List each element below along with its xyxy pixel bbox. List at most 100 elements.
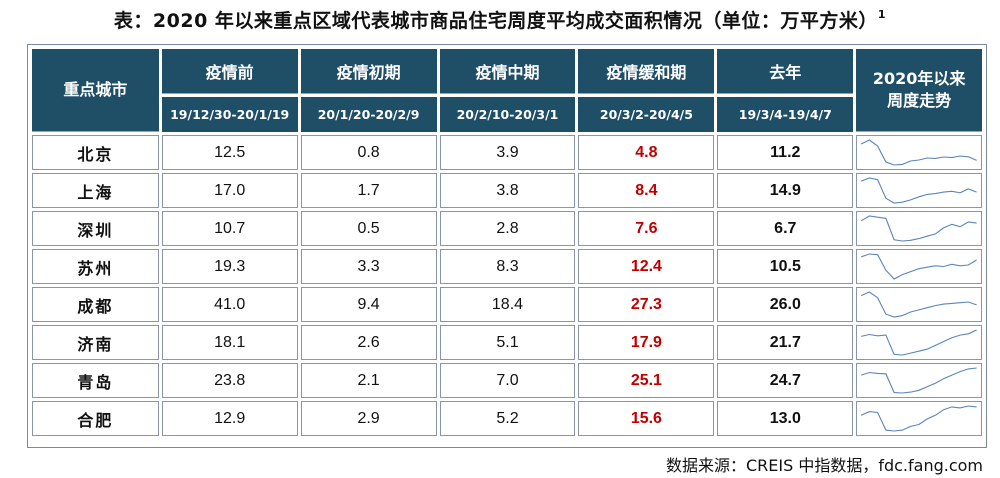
header-row-ranges: 19/12/30-20/1/19 20/1/20-20/2/9 20/2/10-… <box>32 97 982 132</box>
city-name: 深圳 <box>32 211 159 246</box>
header-period-range: 20/2/10-20/3/1 <box>439 97 576 132</box>
sparkline-trend-line <box>861 139 978 166</box>
trend-sparkline <box>856 363 982 398</box>
value-easing: 27.3 <box>578 287 715 322</box>
sparkline-trend-line <box>861 215 977 242</box>
value-pre-epidemic: 17.0 <box>161 173 298 208</box>
header-period-name: 疫情初期 <box>300 49 437 94</box>
value-last-year: 11.2 <box>717 135 854 170</box>
header-period-range: 19/12/30-20/1/19 <box>161 97 298 132</box>
sparkline-svg <box>861 139 978 166</box>
header-row-periods: 重点城市 疫情前 疫情初期 疫情中期 疫情缓和期 去年 2020年以来周度走势 <box>32 49 982 132</box>
sparkline-svg <box>861 291 978 318</box>
header-period-name: 疫情中期 <box>439 49 576 94</box>
header-period-range: 20/1/20-20/2/9 <box>300 97 437 132</box>
value-mid: 2.8 <box>439 211 576 246</box>
trend-sparkline <box>856 325 982 360</box>
value-last-year: 6.7 <box>717 211 854 246</box>
data-source-note: 数据来源：CREIS 中指数据，fdc.fang.com <box>665 456 983 475</box>
value-early: 1.7 <box>300 173 437 208</box>
value-last-year: 21.7 <box>717 325 854 360</box>
value-mid: 5.2 <box>439 401 576 436</box>
sparkline-svg <box>861 329 978 356</box>
sparkline-svg <box>861 253 978 280</box>
sparkline-trend-line <box>861 329 978 356</box>
value-easing: 12.4 <box>578 249 715 284</box>
sparkline-svg <box>861 405 977 432</box>
sparkline-trend-line <box>861 367 977 394</box>
title-footnote-marker: 1 <box>877 7 887 21</box>
city-name: 合肥 <box>32 401 159 436</box>
table-row: 青岛 23.8 2.1 7.0 25.1 24.7 <box>32 363 982 398</box>
value-pre-epidemic: 12.5 <box>161 135 298 170</box>
value-mid: 18.4 <box>439 287 576 322</box>
value-last-year: 26.0 <box>717 287 854 322</box>
header-period-name: 疫情缓和期 <box>578 49 715 94</box>
city-name: 北京 <box>32 135 159 170</box>
table-row: 北京 12.5 0.8 3.9 4.8 11.2 <box>32 135 982 170</box>
city-name: 成都 <box>32 287 159 322</box>
value-pre-epidemic: 18.1 <box>161 325 298 360</box>
table-row: 济南 18.1 2.6 5.1 17.9 21.7 <box>32 325 982 360</box>
header-period-range: 19/3/4-19/4/7 <box>717 97 854 132</box>
value-easing: 25.1 <box>578 363 715 398</box>
sparkline-trend-line <box>861 405 977 432</box>
value-early: 2.6 <box>300 325 437 360</box>
value-last-year: 13.0 <box>717 401 854 436</box>
header-trend: 2020年以来周度走势 <box>856 49 982 132</box>
trend-sparkline <box>856 249 982 284</box>
table-row: 深圳 10.7 0.5 2.8 7.6 6.7 <box>32 211 982 246</box>
trend-sparkline <box>856 401 982 436</box>
table-row: 合肥 12.9 2.9 5.2 15.6 13.0 <box>32 401 982 436</box>
value-easing: 4.8 <box>578 135 715 170</box>
value-pre-epidemic: 41.0 <box>161 287 298 322</box>
table-row: 上海 17.0 1.7 3.8 8.4 14.9 <box>32 173 982 208</box>
trend-sparkline <box>856 173 982 208</box>
sparkline-svg <box>861 367 977 394</box>
value-early: 2.9 <box>300 401 437 436</box>
city-name: 苏州 <box>32 249 159 284</box>
value-mid: 8.3 <box>439 249 576 284</box>
header-city: 重点城市 <box>32 49 159 132</box>
header-period-name: 去年 <box>717 49 854 94</box>
value-pre-epidemic: 12.9 <box>161 401 298 436</box>
value-early: 0.8 <box>300 135 437 170</box>
header-trend-label: 2020年以来周度走势 <box>872 69 966 110</box>
value-early: 9.4 <box>300 287 437 322</box>
value-mid: 7.0 <box>439 363 576 398</box>
sparkline-svg <box>861 177 978 204</box>
value-early: 2.1 <box>300 363 437 398</box>
value-pre-epidemic: 10.7 <box>161 211 298 246</box>
city-name: 济南 <box>32 325 159 360</box>
city-name: 青岛 <box>32 363 159 398</box>
table-title-text: 表：2020 年以来重点区域代表城市商品住宅周度平均成交面积情况（单位：万平方米… <box>113 10 878 32</box>
value-pre-epidemic: 19.3 <box>161 249 298 284</box>
value-pre-epidemic: 23.8 <box>161 363 298 398</box>
table-title: 表：2020 年以来重点区域代表城市商品住宅周度平均成交面积情况（单位：万平方米… <box>0 6 1000 33</box>
sparkline-trend-line <box>861 253 978 280</box>
trend-sparkline <box>856 211 982 246</box>
city-transaction-table: 重点城市 疫情前 疫情初期 疫情中期 疫情缓和期 去年 2020年以来周度走势 … <box>29 46 985 439</box>
value-easing: 15.6 <box>578 401 715 436</box>
table-frame <box>27 44 987 448</box>
table-row: 苏州 19.3 3.3 8.3 12.4 10.5 <box>32 249 982 284</box>
value-last-year: 24.7 <box>717 363 854 398</box>
trend-sparkline <box>856 135 982 170</box>
value-early: 0.5 <box>300 211 437 246</box>
value-easing: 8.4 <box>578 173 715 208</box>
sparkline-trend-line <box>861 177 978 204</box>
trend-sparkline <box>856 287 982 322</box>
header-period-range: 20/3/2-20/4/5 <box>578 97 715 132</box>
sparkline-trend-line <box>861 291 978 318</box>
value-mid: 5.1 <box>439 325 576 360</box>
value-last-year: 14.9 <box>717 173 854 208</box>
value-mid: 3.9 <box>439 135 576 170</box>
value-easing: 7.6 <box>578 211 715 246</box>
sparkline-svg <box>861 215 977 242</box>
value-easing: 17.9 <box>578 325 715 360</box>
value-early: 3.3 <box>300 249 437 284</box>
city-name: 上海 <box>32 173 159 208</box>
table-row: 成都 41.0 9.4 18.4 27.3 26.0 <box>32 287 982 322</box>
header-period-name: 疫情前 <box>161 49 298 94</box>
value-mid: 3.8 <box>439 173 576 208</box>
